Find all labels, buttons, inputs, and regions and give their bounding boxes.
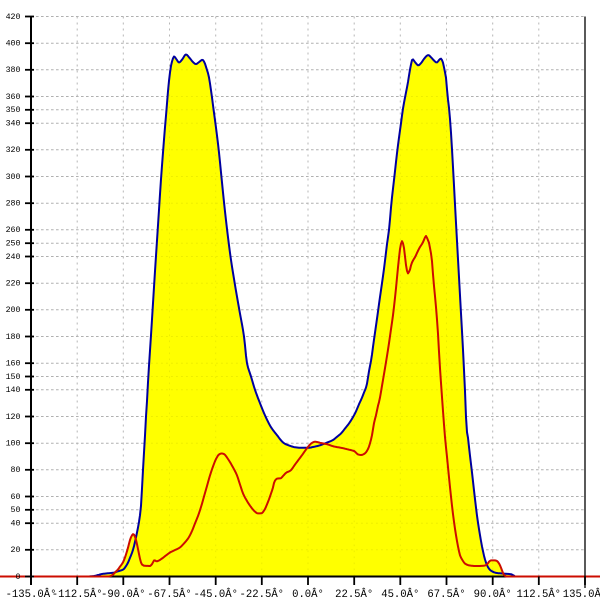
- svg-text:360: 360: [6, 93, 21, 102]
- svg-text:45.0Â°: 45.0Â°: [381, 587, 419, 600]
- svg-text:90.0Â°: 90.0Â°: [474, 587, 512, 600]
- svg-text:100: 100: [6, 440, 21, 449]
- svg-text:50: 50: [11, 506, 21, 515]
- svg-text:250: 250: [6, 240, 21, 249]
- svg-text:260: 260: [6, 226, 21, 235]
- svg-text:-90.0Â°: -90.0Â°: [101, 587, 146, 600]
- svg-text:340: 340: [6, 120, 21, 129]
- svg-text:350: 350: [6, 106, 21, 115]
- svg-text:-67.5Â°: -67.5Â°: [147, 587, 192, 600]
- svg-text:0: 0: [16, 573, 21, 582]
- svg-text:320: 320: [6, 146, 21, 155]
- svg-text:135.0Â°: 135.0Â°: [563, 587, 600, 600]
- svg-text:200: 200: [6, 306, 21, 315]
- svg-text:-45.0Â°: -45.0Â°: [193, 587, 238, 600]
- svg-text:400: 400: [6, 40, 21, 49]
- svg-text:40: 40: [11, 520, 21, 529]
- svg-text:22.5Â°: 22.5Â°: [335, 587, 373, 600]
- svg-text:150: 150: [6, 373, 21, 382]
- svg-text:240: 240: [6, 253, 21, 262]
- svg-text:380: 380: [6, 66, 21, 75]
- svg-text:220: 220: [6, 280, 21, 289]
- svg-text:60: 60: [11, 493, 21, 502]
- svg-text:20: 20: [11, 546, 21, 555]
- svg-text:280: 280: [6, 200, 21, 209]
- svg-text:67.5Â°: 67.5Â°: [427, 587, 465, 600]
- svg-text:80: 80: [11, 466, 21, 475]
- svg-text:180: 180: [6, 333, 21, 342]
- svg-text:120: 120: [6, 413, 21, 422]
- svg-text:140: 140: [6, 386, 21, 395]
- svg-text:300: 300: [6, 173, 21, 182]
- svg-text:420: 420: [6, 13, 21, 22]
- svg-text:0.0Â°: 0.0Â°: [292, 587, 324, 600]
- svg-text:-135.0Â°: -135.0Â°: [6, 587, 57, 600]
- svg-text:-112.5Â°: -112.5Â°: [52, 587, 103, 600]
- svg-text:160: 160: [6, 360, 21, 369]
- svg-text:-22.5Â°: -22.5Â°: [240, 587, 285, 600]
- svg-text:112.5Â°: 112.5Â°: [517, 587, 562, 600]
